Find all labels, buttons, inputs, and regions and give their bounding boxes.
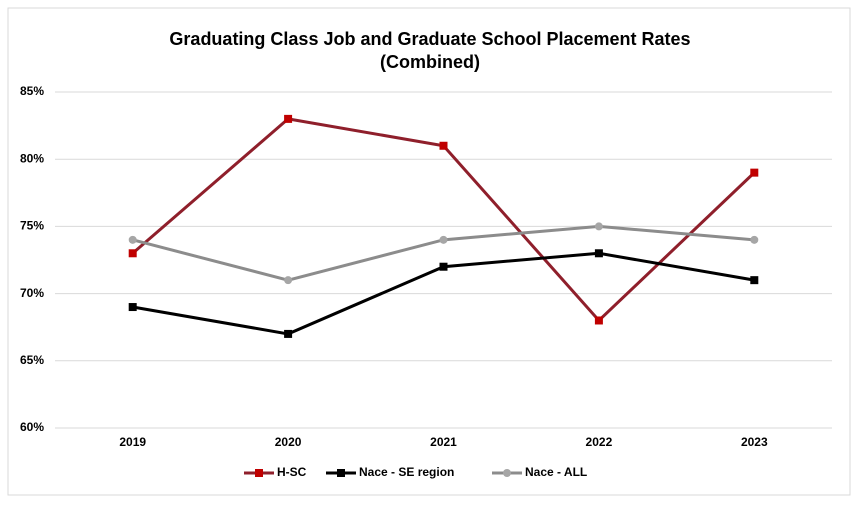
y-tick-label: 70% [20,286,44,300]
chart-title: Graduating Class Job and Graduate School… [169,29,690,49]
y-tick-label: 65% [20,353,44,367]
y-tick-label: 60% [20,420,44,434]
data-point [284,329,293,338]
chart-title: (Combined) [380,52,480,72]
data-point [750,235,759,244]
legend-label: Nace - SE region [359,465,454,479]
x-tick-label: 2019 [119,435,146,449]
legend-marker [255,469,263,477]
x-tick-label: 2020 [275,435,302,449]
chart-border [7,7,851,496]
legend-marker [503,469,511,477]
data-point [750,168,759,177]
y-tick-label: 80% [20,151,44,165]
data-point [128,303,137,312]
data-point [594,249,603,258]
x-tick-label: 2021 [430,435,457,449]
data-point [284,276,293,285]
data-point [439,141,448,150]
x-tick-label: 2022 [586,435,613,449]
data-point [128,249,137,258]
data-point [439,262,448,271]
data-point [750,276,759,285]
data-point [594,222,603,231]
y-tick-label: 85% [20,84,44,98]
legend-marker [337,469,345,477]
y-tick-label: 75% [20,219,44,233]
data-point [594,316,603,325]
data-point [284,114,293,123]
legend-label: Nace - ALL [525,465,587,479]
data-point [439,235,448,244]
x-tick-label: 2023 [741,435,768,449]
data-point [128,235,137,244]
legend-label: H-SC [277,465,307,479]
